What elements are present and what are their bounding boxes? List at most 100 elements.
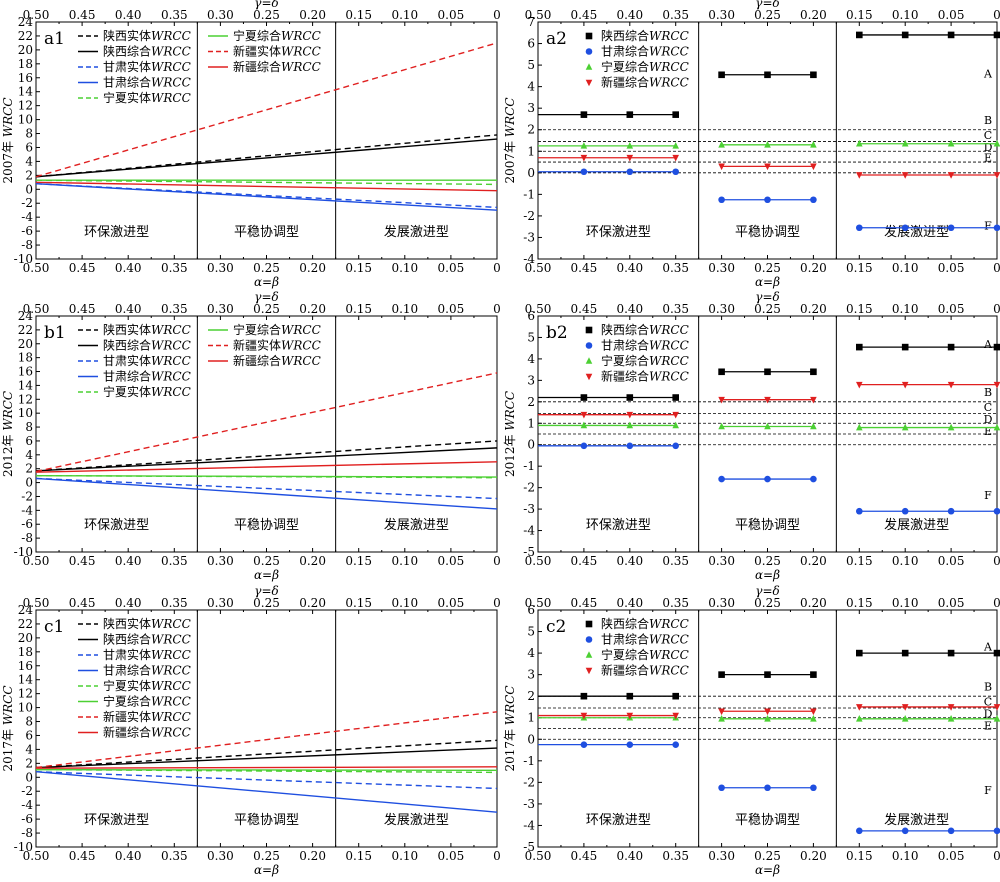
y-tick-label: 16 bbox=[18, 365, 33, 379]
x-tick-label: 0.45 bbox=[69, 849, 96, 863]
y-tick-label: 4 bbox=[527, 352, 535, 366]
threshold-label: C bbox=[984, 401, 992, 414]
marker-triangle-down bbox=[901, 381, 909, 389]
panel-tag: a1 bbox=[44, 29, 65, 49]
x-tick-label: 0.45 bbox=[69, 554, 96, 568]
zone-label: 环保激进型 bbox=[84, 518, 149, 533]
legend-entry-metric: WRCC bbox=[281, 60, 321, 74]
legend-entry-metric: WRCC bbox=[151, 354, 191, 368]
zone-label: 发展激进型 bbox=[884, 517, 949, 533]
y-tick-label: -6 bbox=[21, 812, 33, 826]
legend-entry-name: 宁夏综合 bbox=[601, 353, 649, 368]
panel-b1: 0.50 0.50 0.45 0.45 0.40 0.40 0.35 0.35 0.30 0.30… bbox=[1, 290, 501, 582]
marker-circle bbox=[901, 224, 909, 232]
x-tick-label: 0 bbox=[493, 849, 501, 863]
panel-tag: c2 bbox=[546, 617, 566, 637]
marker-circle bbox=[585, 636, 593, 643]
y-tick-label: 8 bbox=[25, 715, 33, 729]
y-tick-label: -8 bbox=[21, 826, 33, 840]
marker-circle bbox=[626, 442, 634, 450]
x-top-tick-label: 0.15 bbox=[345, 8, 372, 22]
x-tick-label: 0.20 bbox=[299, 849, 326, 863]
marker-triangle-up bbox=[947, 423, 955, 431]
marker-square bbox=[947, 31, 955, 39]
legend-entry: 陕西综合WRCC bbox=[103, 338, 191, 353]
x-tick-label: 0.50 bbox=[525, 554, 552, 568]
zone-label: 发展激进型 bbox=[384, 224, 449, 240]
y-tick-label: -3 bbox=[523, 230, 535, 244]
legend-entry-metric: WRCC bbox=[649, 76, 689, 90]
marker-triangle-down bbox=[626, 154, 634, 162]
legend-entry-metric: WRCC bbox=[649, 633, 689, 647]
y-tick-label: 16 bbox=[18, 659, 33, 673]
marker-circle bbox=[810, 784, 817, 792]
marker-triangle-down bbox=[672, 154, 679, 162]
top-axis-label: γ=δ bbox=[755, 584, 779, 598]
x-tick-label: 0.15 bbox=[846, 261, 873, 275]
x-top-tick-label: 0.50 bbox=[525, 8, 552, 22]
legend-entry-name: 宁夏实体 bbox=[103, 90, 151, 105]
marker-circle bbox=[672, 168, 679, 176]
legend-entry-name: 宁夏综合 bbox=[601, 59, 649, 74]
panel-b2: 0.50 0.50 0.45 0.45 0.40 0.40 0.35 0.35 0.30 0.30… bbox=[503, 290, 1000, 582]
top-axis-label: γ=δ bbox=[254, 0, 278, 10]
legend-entry: 新疆实体WRCC bbox=[103, 709, 191, 724]
y-tick-label: 22 bbox=[18, 617, 33, 631]
x-top-tick-label: 0.45 bbox=[571, 8, 598, 22]
x-top-tick-label: 0.20 bbox=[299, 8, 326, 22]
legend-entry: 新疆实体WRCC bbox=[233, 44, 321, 59]
x-tick-label: 0.50 bbox=[23, 554, 50, 568]
x-tick-label: 0.10 bbox=[391, 261, 418, 275]
x-tick-label: 0.25 bbox=[253, 849, 280, 863]
legend-entry: 新疆综合WRCC bbox=[601, 369, 689, 384]
x-top-tick-label: 0.25 bbox=[253, 596, 280, 610]
marker-triangle-up bbox=[585, 357, 593, 364]
legend-entry: 甘肃实体WRCC bbox=[103, 353, 191, 368]
x-axis-label: α=β bbox=[755, 275, 780, 289]
marker-triangle-up bbox=[718, 715, 725, 722]
x-tick-label: 0.30 bbox=[708, 849, 735, 863]
x-tick-label: 0.40 bbox=[616, 261, 643, 275]
series-line bbox=[35, 739, 498, 769]
x-top-tick-label: 0.25 bbox=[754, 302, 781, 316]
legend-entry-name: 甘肃综合 bbox=[601, 44, 649, 59]
legend-entry: 宁夏综合WRCC bbox=[233, 28, 321, 43]
y-tick-label: 14 bbox=[18, 85, 34, 99]
legend-entry-metric: WRCC bbox=[151, 695, 191, 709]
series-line bbox=[35, 477, 498, 510]
x-top-tick-label: 0.25 bbox=[253, 8, 280, 22]
legend-entry: 新疆综合WRCC bbox=[601, 75, 689, 90]
x-tick-label: 0.30 bbox=[708, 261, 735, 275]
x-tick-label: 0.30 bbox=[207, 554, 234, 568]
y-tick-label: 12 bbox=[18, 392, 33, 406]
marker-square bbox=[672, 692, 679, 700]
legend-entry-name: 宁夏实体 bbox=[103, 678, 151, 693]
marker-square bbox=[856, 343, 863, 351]
x-top-tick-label: 0.35 bbox=[662, 8, 689, 22]
legend-entry: 陕西综合WRCC bbox=[103, 44, 191, 59]
y-tick-label: 0 bbox=[527, 166, 535, 180]
marker-triangle-down bbox=[993, 704, 1000, 711]
threshold-label: B bbox=[984, 680, 992, 693]
marker-square bbox=[993, 343, 1000, 351]
x-top-tick-label: 0.05 bbox=[438, 8, 465, 22]
legend-entry-name: 甘肃综合 bbox=[103, 369, 151, 384]
marker-square bbox=[947, 343, 955, 351]
legend-entry-metric: WRCC bbox=[649, 370, 689, 384]
marker-square bbox=[993, 31, 1000, 39]
marker-triangle-down bbox=[580, 712, 588, 720]
x-tick-label: 0.25 bbox=[253, 554, 280, 568]
legend-entry: 宁夏综合WRCC bbox=[103, 694, 191, 709]
threshold-label: D bbox=[984, 141, 993, 154]
series-line bbox=[35, 771, 498, 790]
x-top-tick-label: 0 bbox=[493, 302, 501, 316]
threshold-label: B bbox=[984, 386, 992, 399]
series-line bbox=[35, 134, 498, 178]
x-top-tick-label: 0.10 bbox=[892, 8, 919, 22]
y-tick-label: -10 bbox=[14, 252, 33, 266]
y-tick-label: -2 bbox=[21, 784, 33, 798]
marker-circle bbox=[764, 196, 771, 204]
legend-entry-name: 陕西实体 bbox=[103, 28, 151, 43]
legend-entry-metric: WRCC bbox=[151, 76, 191, 90]
y-tick-label: 2 bbox=[25, 168, 33, 182]
